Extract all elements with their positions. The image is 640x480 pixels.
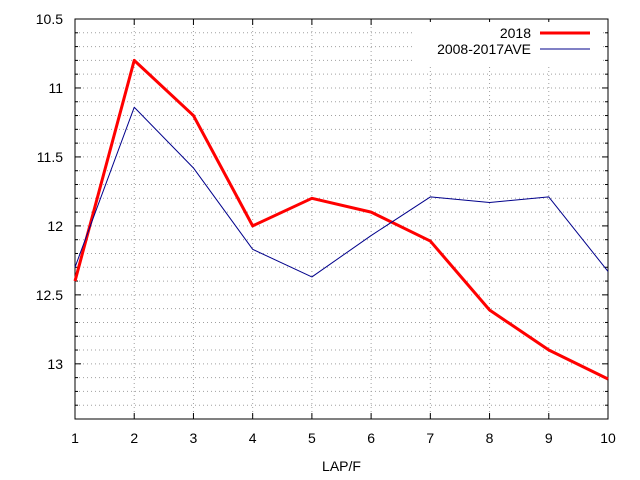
x-tick-label: 10	[600, 430, 616, 446]
grid	[75, 19, 608, 419]
legend-background	[415, 22, 603, 64]
x-tick-label: 6	[367, 430, 375, 446]
legend-label: 2018	[500, 25, 531, 41]
x-tick-label: 5	[308, 430, 316, 446]
series-line-current	[73, 58, 609, 381]
x-tick-label: 1	[71, 430, 79, 446]
x-tick-label: 2	[130, 430, 138, 446]
x-tick-label: 4	[249, 430, 257, 446]
y-tick-label: 12.5	[36, 287, 63, 303]
y-tick-label: 13	[47, 356, 63, 372]
x-tick-label: 3	[190, 430, 198, 446]
y-tick-label: 11.5	[37, 149, 63, 165]
y-tick-label: 10.5	[36, 11, 63, 27]
x-tick-label: 7	[426, 430, 434, 446]
axis-ticks	[74, 19, 609, 419]
y-tick-label: 12	[47, 218, 63, 234]
legend-label: 2008-2017AVE	[437, 41, 531, 57]
x-axis-label: LAP/F	[322, 458, 361, 474]
x-tick-label: 9	[545, 430, 553, 446]
x-tick-label: 8	[486, 430, 494, 446]
y-tick-label: 11	[48, 80, 63, 96]
series-lines	[73, 58, 609, 381]
series-line-average	[74, 106, 609, 278]
plot-frame	[74, 18, 609, 420]
